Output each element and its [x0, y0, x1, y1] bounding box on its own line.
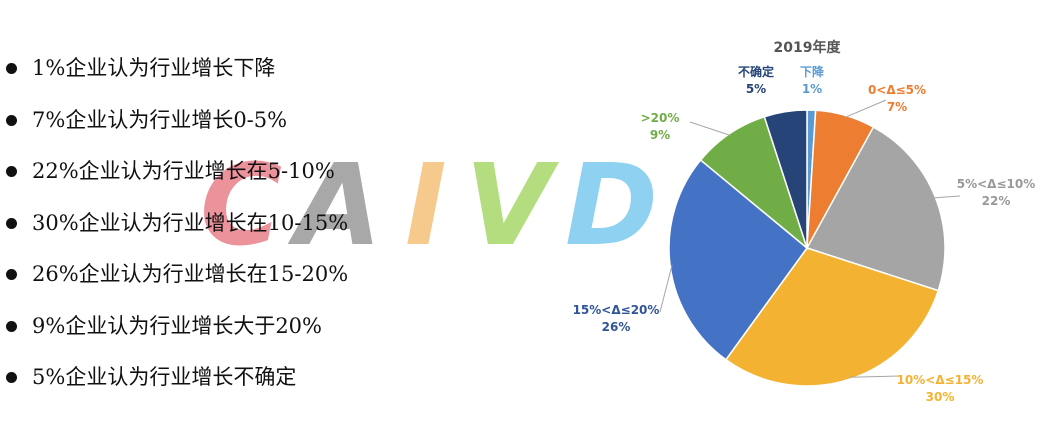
leader-line — [659, 264, 673, 313]
watermark-letter: I — [405, 141, 447, 271]
leader-line — [933, 195, 961, 199]
bullet-text: 5%企业认为行业增长不确定 — [32, 365, 297, 389]
pie-chart: 2019年度 下降 1% 0<Δ≤5% 7% 5%<Δ≤10% 22% 10%<Δ≤15% 3… — [573, 39, 1036, 404]
bullet-text: 26%企业认为行业增长在15-20% — [32, 262, 349, 286]
slice-label: 15%<Δ≤20% — [573, 303, 660, 317]
bullet-dot-icon — [6, 320, 17, 332]
slice-value-label: 26% — [602, 320, 631, 334]
slice-label: 0<Δ≤5% — [868, 83, 926, 97]
pie-slice — [763, 109, 808, 249]
bullet-text: 9%企业认为行业增长大于20% — [32, 313, 322, 338]
bullet-text: 30%企业认为行业增长在10-15% — [32, 210, 349, 235]
bullet-text: 22%企业认为行业增长在5-10% — [32, 159, 335, 183]
slice-value-label: 9% — [650, 128, 670, 142]
bullet-text: 7%企业认为行业增长0-5% — [32, 107, 288, 132]
bullet-dot-icon — [6, 166, 17, 177]
watermark-letter: V — [465, 141, 552, 271]
slice-label: 5%<Δ≤10% — [957, 177, 1036, 191]
slice-value-label: 22% — [982, 194, 1011, 208]
pie-slice — [724, 247, 940, 387]
slice-value-label: 1% — [802, 82, 822, 96]
bullet-dot-icon — [6, 63, 17, 74]
leader-line — [689, 121, 731, 136]
slice-label: 下降 — [800, 64, 825, 79]
pie-slice — [805, 126, 946, 292]
slice-label: >20% — [641, 111, 680, 125]
leader-line — [848, 375, 901, 378]
bullet-dot-icon — [6, 114, 17, 126]
pie-slice — [668, 158, 809, 361]
slice-label: 不确定 — [738, 64, 774, 79]
slice-value-label: 7% — [887, 100, 907, 114]
slice-value-label: 30% — [926, 390, 955, 404]
leader-line — [844, 99, 887, 118]
bullet-dot-icon — [6, 217, 17, 229]
slice-label: 10%<Δ≤15% — [897, 373, 984, 387]
slice-value-label: 5% — [746, 82, 766, 96]
bullet-dot-icon — [6, 372, 17, 383]
bullet-text: 1%企业认为行业增长下降 — [32, 56, 276, 80]
bullet-dot-icon — [6, 269, 17, 280]
chart-title: 2019年度 — [774, 39, 842, 56]
